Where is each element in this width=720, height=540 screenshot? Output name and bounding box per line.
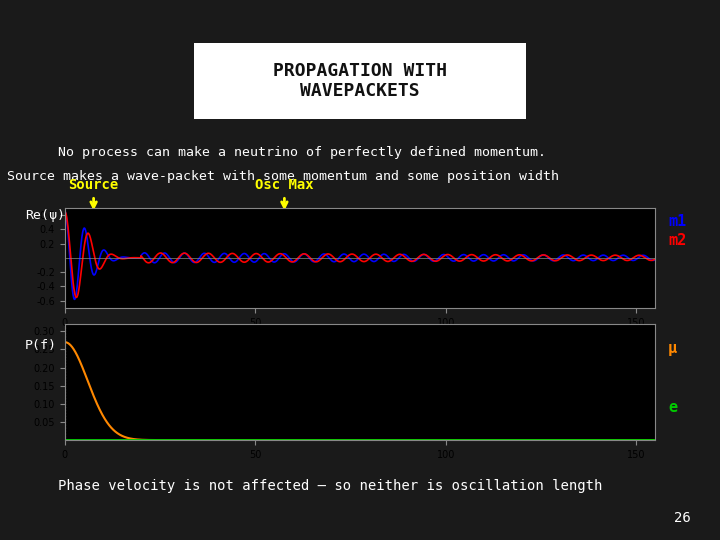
Text: Phase velocity is not affected – so neither is oscillation length: Phase velocity is not affected – so neit… [58, 479, 602, 493]
Text: Re(ψ): Re(ψ) [25, 210, 66, 222]
Text: 26: 26 [675, 511, 691, 525]
Text: e: e [668, 400, 678, 415]
Text: No process can make a neutrino of perfectly defined momentum.: No process can make a neutrino of perfec… [58, 146, 546, 159]
Text: m1: m1 [668, 214, 686, 229]
Text: Osc Max: Osc Max [255, 178, 314, 192]
Text: P(f): P(f) [25, 339, 57, 352]
Text: PROPAGATION WITH
WAVEPACKETS: PROPAGATION WITH WAVEPACKETS [273, 62, 447, 100]
Text: μ: μ [668, 341, 678, 356]
Text: Source: Source [68, 178, 119, 192]
Text: m2: m2 [668, 233, 686, 248]
Text: Source makes a wave-packet with some momentum and some position width: Source makes a wave-packet with some mom… [7, 170, 559, 183]
